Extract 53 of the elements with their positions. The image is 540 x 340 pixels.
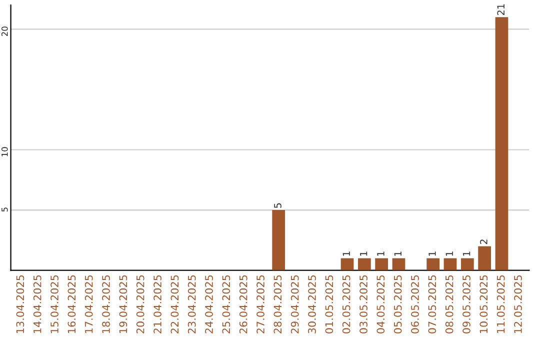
x-tick-label: 28.04.2025 (274, 275, 282, 334)
x-tick-label: 22.04.2025 (170, 275, 179, 334)
x-tick-label: 27.04.2025 (256, 275, 264, 334)
x-tick-label: 07.05.2025 (428, 275, 436, 334)
x-tick-label: 24.04.2025 (205, 275, 213, 334)
x-tick-label: 04.05.2025 (376, 275, 385, 334)
bar (340, 258, 354, 270)
x-tick-label: 26.04.2025 (239, 275, 248, 334)
data-label: 21 (497, 4, 504, 16)
y-tick-label: 10 (1, 147, 8, 156)
data-label: 1 (377, 252, 384, 256)
bar (358, 258, 371, 270)
bar (495, 17, 508, 270)
data-label: 1 (428, 252, 436, 256)
bar (272, 210, 286, 270)
x-tick-label: 17.04.2025 (84, 275, 93, 333)
x-tick-label: 10.05.2025 (480, 275, 488, 333)
x-tick-label: 12.05.2025 (514, 275, 522, 333)
data-label: 2 (480, 240, 488, 244)
x-tick-label: 29.04.2025 (290, 275, 299, 334)
bar (426, 258, 440, 270)
x-tick-label: 08.05.2025 (445, 275, 454, 334)
x-tick-label: 20.04.2025 (136, 275, 144, 334)
x-tick-label: 06.05.2025 (411, 275, 419, 334)
x-tick-label: 23.04.2025 (188, 275, 196, 334)
x-tick-label: 13.04.2025 (16, 275, 24, 333)
x-tick-label: 21.04.2025 (154, 275, 162, 334)
data-label: 1 (360, 252, 368, 256)
y-tick-label: 20 (1, 26, 8, 36)
x-tick-label: 01.05.2025 (325, 275, 334, 334)
bar (460, 258, 474, 270)
data-label: 1 (342, 252, 350, 256)
x-tick-label: 30.04.2025 (308, 275, 316, 334)
data-label: 1 (463, 252, 470, 256)
data-label: 1 (446, 252, 453, 256)
x-tick-label: 11.05.2025 (496, 275, 505, 333)
x-tick-label: 16.04.2025 (68, 275, 76, 333)
x-tick-label: 18.04.2025 (102, 275, 110, 333)
x-tick-label: 25.04.2025 (222, 275, 230, 334)
x-tick-label: 15.04.2025 (50, 275, 58, 333)
bar (444, 258, 457, 270)
bar (478, 246, 492, 270)
x-tick-label: 19.04.2025 (119, 275, 128, 333)
y-tick-label: 5 (2, 208, 8, 212)
x-tick-label: 05.05.2025 (394, 275, 402, 334)
x-tick-label: 03.05.2025 (360, 275, 368, 334)
bar (392, 258, 406, 270)
x-tick-label: 09.05.2025 (462, 275, 470, 334)
x-tick-label: 02.05.2025 (342, 275, 350, 334)
data-label: 5 (274, 203, 282, 208)
bar (375, 258, 388, 270)
x-tick-label: 14.04.2025 (33, 275, 42, 333)
data-label: 1 (394, 252, 402, 256)
